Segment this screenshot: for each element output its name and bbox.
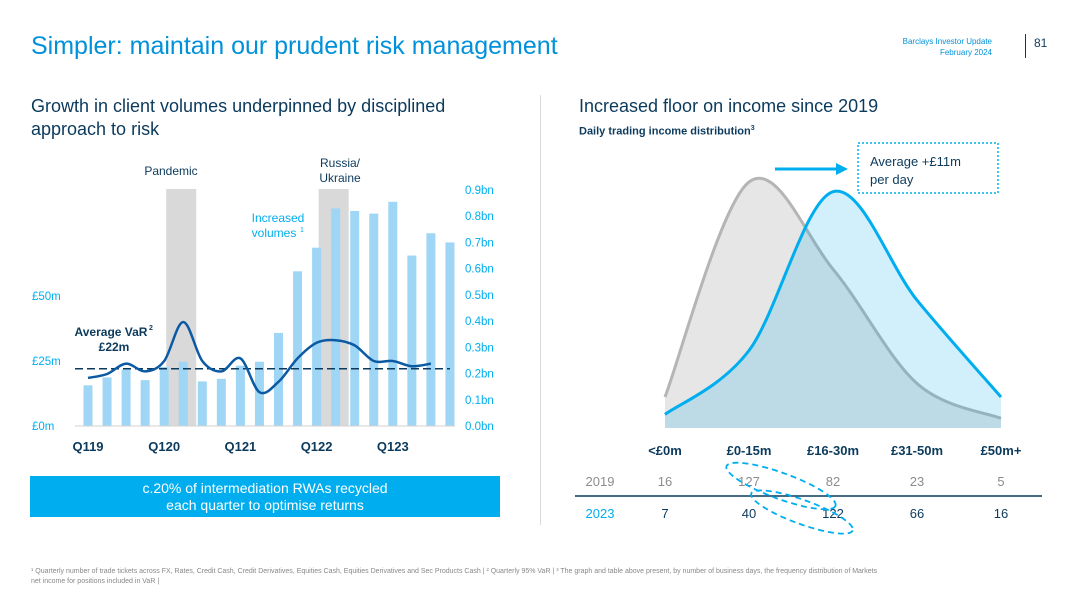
table-cell: 16	[994, 506, 1008, 521]
table-cell: 7	[661, 506, 668, 521]
footnotes: ¹ Quarterly number of trade tickets acro…	[31, 567, 1051, 587]
right-subheading-sup: 3	[750, 125, 755, 132]
volume-bar	[254, 361, 264, 426]
distribution-line-2019	[663, 176, 1002, 420]
distribution-line-2023	[664, 189, 1003, 416]
russia-label-line1: Russia/	[320, 156, 361, 170]
volume-bar	[407, 255, 417, 426]
header-line-1: Barclays Investor Update	[902, 37, 992, 46]
table-cell: 66	[910, 506, 924, 521]
volume-bar	[83, 385, 93, 426]
right-axis-tick-label: 0.1bn	[465, 395, 494, 407]
volume-bar	[312, 247, 322, 426]
table-cell: 16	[658, 474, 672, 489]
average-var-label-line1: Average VaR	[75, 325, 148, 339]
distribution-area-2019	[665, 178, 1001, 428]
volume-bar	[445, 242, 455, 426]
table-row-label-2023: 2023	[586, 506, 615, 521]
highlight-ellipse-2019	[725, 461, 837, 511]
banner-line-2: each quarter to optimise returns	[166, 497, 364, 513]
table-cell: 82	[826, 474, 840, 489]
recycle-banner: c.20% of intermediation RWAs recycled ea…	[30, 476, 500, 517]
pandemic-label: Pandemic	[144, 164, 197, 178]
volume-bar	[235, 365, 245, 426]
category-header: <£0m	[648, 443, 682, 458]
left-axis-tick-label: £50m	[32, 291, 61, 303]
increased-volumes-sup: 1	[300, 227, 304, 234]
right-axis-tick-label: 0.4bn	[465, 316, 494, 328]
left-heading-line-1: Growth in client volumes underpinned by …	[31, 96, 446, 116]
volume-bar	[140, 380, 150, 426]
x-tick-label: Q120	[148, 439, 180, 454]
var-line	[87, 320, 432, 395]
distribution-area-2023	[665, 191, 1001, 428]
footnote-line-1: ¹ Quarterly number of trade tickets acro…	[31, 568, 878, 575]
right-axis-tick-label: 0.2bn	[465, 369, 494, 381]
right-axis-tick-label: 0.0bn	[465, 421, 494, 433]
right-axis-tick-label: 0.9bn	[465, 185, 494, 197]
header-line-2: February 2024	[939, 48, 992, 57]
russia-label-line2: Ukraine	[319, 171, 361, 185]
panel-divider	[540, 95, 541, 525]
average-var-label-line2: £22m	[99, 340, 130, 354]
right-subheading: Daily trading income distribution3	[579, 125, 755, 138]
right-axis-tick-label: 0.6bn	[465, 264, 494, 276]
volume-bar	[331, 208, 341, 426]
average-annotation-line2: per day	[870, 172, 914, 187]
banner-line-1: c.20% of intermediation RWAs recycled	[142, 480, 388, 496]
right-subheading-text: Daily trading income distribution	[579, 125, 751, 138]
volume-bar	[159, 367, 169, 426]
average-var-label-sup: 2	[149, 325, 153, 332]
average-annotation-line1: Average +£11m	[870, 154, 961, 169]
footnote-line-2: net income for positions included in VaR…	[31, 578, 160, 585]
volume-bar	[197, 381, 207, 426]
x-tick-label: Q123	[377, 439, 409, 454]
table-row-label-2019: 2019	[586, 474, 615, 489]
volume-bar	[216, 378, 226, 426]
category-header: £31-50m	[891, 443, 943, 458]
left-axis-tick-label: £0m	[32, 421, 54, 433]
shift-arrow-head	[836, 163, 848, 175]
category-header: £0-15m	[727, 443, 772, 458]
left-heading-line-2: approach to risk	[31, 119, 160, 139]
volume-bar	[369, 213, 379, 426]
highlight-ellipse-2023	[750, 489, 854, 535]
average-annotation-box	[857, 142, 999, 194]
volume-bar	[426, 233, 436, 426]
increased-volumes-line2: volumes	[252, 226, 297, 240]
table-cell: 127	[738, 474, 760, 489]
right-axis-tick-label: 0.8bn	[465, 211, 494, 223]
x-tick-label: Q121	[224, 439, 256, 454]
volume-bar	[350, 210, 360, 426]
volume-bar	[102, 377, 112, 426]
right-axis-tick-label: 0.5bn	[465, 290, 494, 302]
header-divider	[1025, 34, 1026, 58]
right-heading: Increased floor on income since 2019	[579, 96, 879, 116]
volume-bar	[388, 201, 398, 426]
left-axis-tick-label: £25m	[32, 356, 61, 368]
volume-bar	[178, 361, 188, 426]
category-header: £16-30m	[807, 443, 859, 458]
volume-bar	[293, 271, 303, 426]
table-cell: 5	[997, 474, 1004, 489]
x-tick-label: Q119	[72, 439, 103, 454]
volume-bar	[274, 332, 283, 426]
left-heading: Growth in client volumes underpinned by …	[31, 95, 445, 141]
page-number: 81	[1034, 36, 1048, 50]
header-info: Barclays Investor Update February 2024	[903, 36, 992, 58]
x-tick-label: Q122	[301, 439, 333, 454]
volume-bar	[121, 369, 131, 426]
slide-title: Simpler: maintain our prudent risk manag…	[31, 32, 558, 60]
category-header: £50m+	[981, 443, 1022, 458]
increased-volumes-line1: Increased	[252, 211, 305, 225]
right-axis-tick-label: 0.7bn	[465, 237, 494, 249]
table-cell: 23	[910, 474, 924, 489]
right-axis-tick-label: 0.3bn	[465, 342, 494, 354]
table-cell: 40	[742, 506, 756, 521]
